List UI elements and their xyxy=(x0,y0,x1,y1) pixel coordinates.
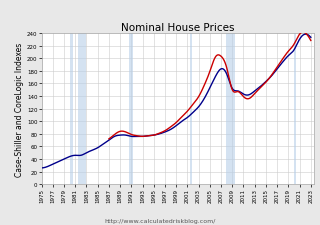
Bar xyxy=(70,34,73,184)
Y-axis label: Case-Shiller and CoreLogic Indexes: Case-Shiller and CoreLogic Indexes xyxy=(15,42,24,176)
Text: http://www.calculatedriskblog.com/: http://www.calculatedriskblog.com/ xyxy=(104,218,216,223)
Bar xyxy=(294,34,296,184)
Bar xyxy=(129,34,133,184)
Title: Nominal House Prices: Nominal House Prices xyxy=(121,23,234,33)
Bar xyxy=(190,34,192,184)
Bar xyxy=(35,34,42,184)
Bar xyxy=(78,34,86,184)
Bar xyxy=(226,34,235,184)
